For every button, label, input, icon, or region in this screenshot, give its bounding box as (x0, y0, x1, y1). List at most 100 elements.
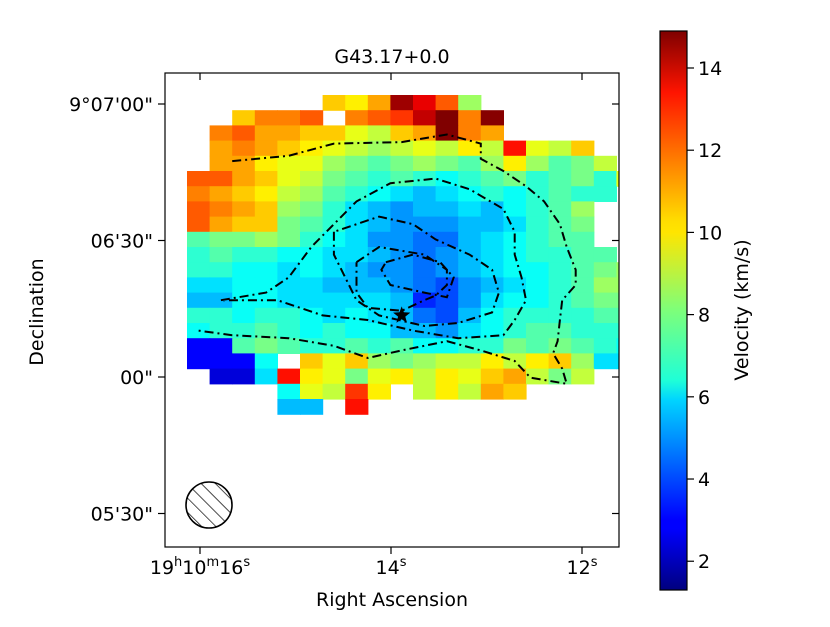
colorbar-tick-label: 8 (698, 305, 710, 327)
heatmap-cell (503, 262, 527, 278)
heatmap-cell (435, 186, 459, 202)
heatmap-cell (300, 186, 324, 202)
heatmap-cell (435, 353, 459, 370)
heatmap-cell (593, 292, 617, 309)
heatmap-cell (503, 201, 527, 218)
heatmap-cell (345, 201, 369, 218)
heatmap-cell (367, 140, 391, 157)
heatmap-cell (232, 307, 256, 324)
heatmap-cell (232, 368, 256, 385)
contour-line (220, 177, 528, 340)
heatmap-cell (254, 292, 278, 309)
heatmap-cell (390, 155, 414, 172)
contour-line (380, 253, 455, 299)
heatmap-cell (277, 262, 301, 278)
heatmap-cell (593, 186, 617, 202)
beam-hatch-circle (185, 481, 233, 529)
heatmap-cell (209, 247, 233, 263)
heatmap-cell (526, 307, 550, 324)
heatmap-cell (209, 231, 233, 248)
heatmap-cell (458, 216, 482, 233)
heatmap-cell (390, 140, 414, 157)
heatmap-cell (571, 140, 595, 157)
heatmap-cell (300, 125, 324, 142)
heatmap-cell (254, 368, 278, 385)
heatmap-cell (548, 323, 572, 339)
heatmap-cell (232, 110, 256, 126)
heatmap-cell (503, 323, 527, 339)
heatmap-cell (367, 338, 391, 354)
heatmap-cell (277, 307, 301, 324)
heatmap-cell (232, 201, 256, 218)
heatmap-cell (480, 368, 504, 385)
heatmap-cell (571, 186, 595, 202)
heatmap-cell (593, 262, 617, 278)
heatmap-cell (277, 323, 301, 339)
heatmap-cell (277, 140, 301, 157)
heatmap-cell (503, 216, 527, 233)
heatmap-cell (503, 383, 527, 400)
heatmap-cell (413, 186, 437, 202)
heatmap-cell (345, 231, 369, 248)
heatmap-cell (367, 201, 391, 218)
heatmap-cell (367, 125, 391, 142)
heatmap-cell (480, 110, 504, 126)
heatmap-cell (480, 353, 504, 370)
heatmap-cell (300, 307, 324, 324)
heatmap-cell (300, 171, 324, 187)
heatmap-cell (300, 323, 324, 339)
heatmap-cell (571, 307, 595, 324)
heatmap-cell (480, 277, 504, 294)
heatmap-cell (435, 383, 459, 400)
colorbar-label: Velocity (km/s) (731, 239, 753, 380)
heatmap-cell (413, 383, 437, 400)
heatmap-cell (300, 368, 324, 385)
heatmap-cell (616, 323, 619, 339)
heatmap-cell (480, 307, 504, 324)
heatmap-cell (480, 292, 504, 309)
heatmap-cell (254, 171, 278, 187)
heatmap-cell (480, 383, 504, 400)
heatmap-cell (593, 353, 617, 370)
heatmap-cell (526, 231, 550, 248)
heatmap-cell (435, 231, 459, 248)
heatmap-cell (254, 201, 278, 218)
heatmap-cell (526, 277, 550, 294)
heatmap-cell (526, 353, 550, 370)
heatmap-cell (571, 171, 595, 187)
heatmap-cell (232, 125, 256, 142)
heatmap-cell (322, 95, 346, 111)
y-tick-label: 9°07'00" (69, 94, 153, 116)
heatmap-cell (300, 353, 324, 370)
heatmap-cell (367, 368, 391, 385)
heatmap-cell (390, 353, 414, 370)
heatmap-cell (300, 216, 324, 233)
heatmap-cell (345, 186, 369, 202)
heatmap-cell (593, 277, 617, 294)
heatmap-cell (367, 323, 391, 339)
heatmap-cell (503, 292, 527, 309)
heatmap-cell (458, 186, 482, 202)
heatmap-cell (277, 383, 301, 400)
heatmap-cell (390, 338, 414, 354)
heatmap-cell (322, 353, 346, 370)
heatmap-cell (300, 277, 324, 294)
heatmap-cell (345, 262, 369, 278)
heatmap-cell (548, 140, 572, 157)
heatmap-cell (187, 186, 211, 202)
heatmap-cell (435, 140, 459, 157)
heatmap-cell (209, 186, 233, 202)
heatmap-cell (480, 125, 504, 142)
heatmap-cell (390, 125, 414, 142)
heatmap-cell (345, 383, 369, 400)
heatmap-cell (254, 125, 278, 142)
heatmap-cell (345, 323, 369, 339)
heatmap-cell (232, 277, 256, 294)
colorbar-gradient (659, 30, 688, 591)
heatmap-cell (616, 292, 619, 309)
heatmap-cell (367, 110, 391, 126)
colorbar-tick-label: 2 (698, 551, 710, 573)
beam-ellipse (185, 481, 233, 529)
heatmap-cell (458, 307, 482, 324)
heatmap-cell (322, 171, 346, 187)
